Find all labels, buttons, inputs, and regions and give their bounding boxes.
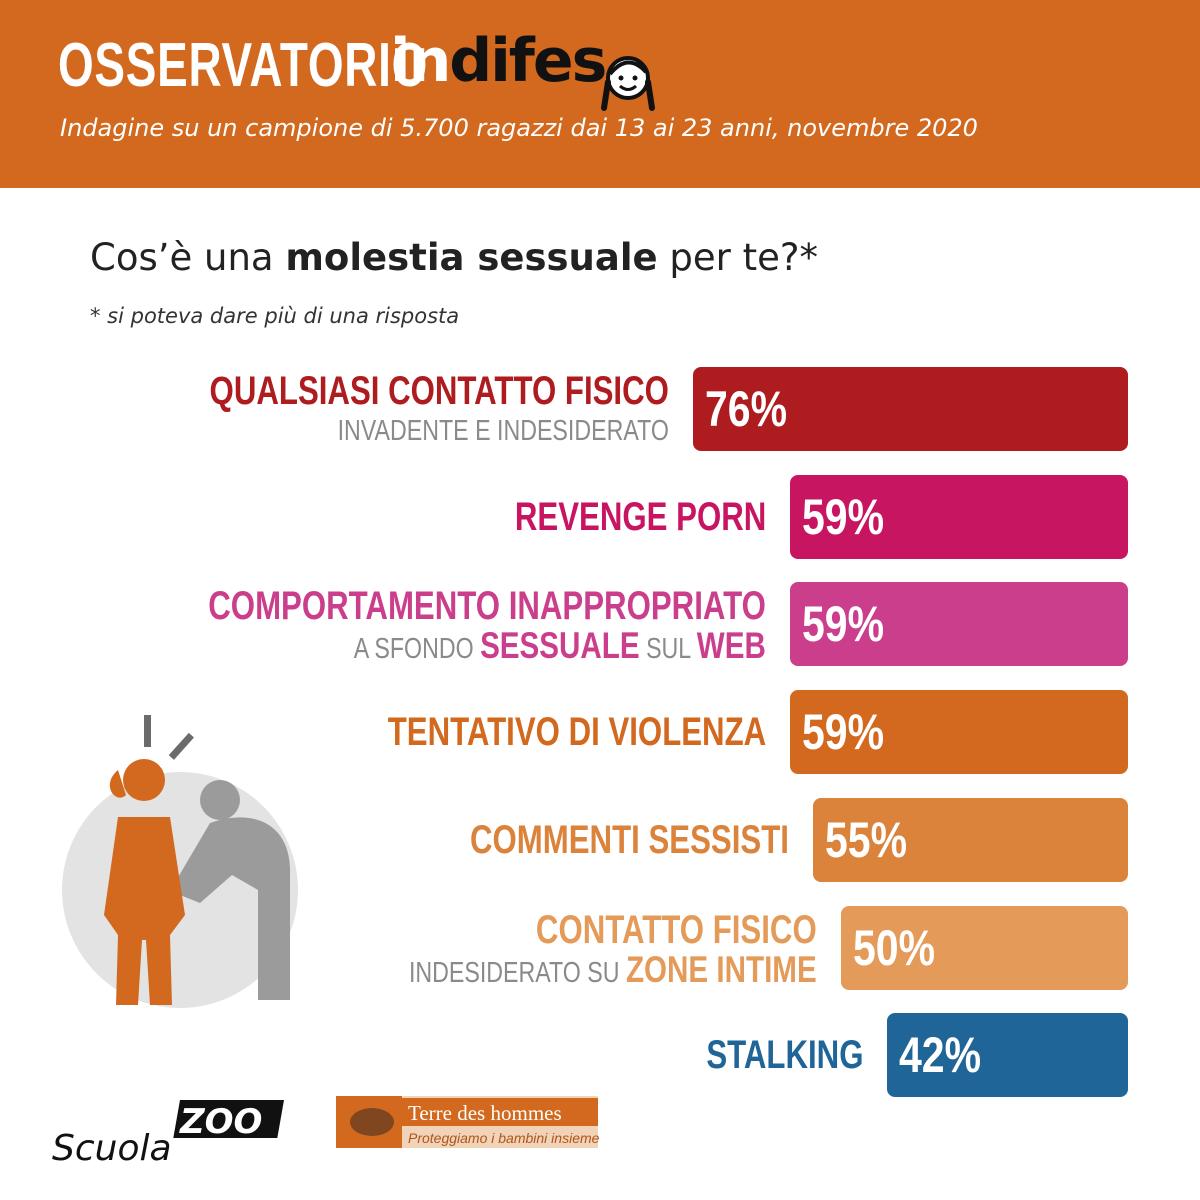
- bar-category-label: TENTATIVO DI VIOLENZA: [281, 710, 766, 754]
- header-band: OSSERVATORIO indifes Indagine su un camp…: [0, 0, 1200, 188]
- footnote: * si poteva dare più di una risposta: [90, 304, 460, 328]
- chart-bar: 42%: [887, 1013, 1128, 1097]
- bar-value-label: 50%: [853, 920, 936, 976]
- category-title: REVENGE PORN: [514, 495, 766, 539]
- bar-category-label: CONTATTO FISICO INDESIDERATO SU ZONE INTI…: [307, 908, 817, 991]
- bar-value-label: 76%: [705, 381, 788, 437]
- category-title: QUALSIASI CONTATTO FISICO: [209, 369, 669, 413]
- category-title: STALKING: [705, 1033, 863, 1077]
- harassment-illustration: [62, 715, 298, 1008]
- scuolazoo-logo: Scuola ZOO: [52, 1100, 284, 1169]
- category-subtitle: A SFONDO SESSUALE SUL WEB: [194, 625, 766, 667]
- category-title: COMMENTI SESSISTI: [470, 818, 789, 862]
- bar-value-label: 59%: [802, 489, 885, 545]
- category-subtitle-text: SUL: [639, 633, 697, 665]
- question-bold: molestia sessuale: [285, 236, 658, 279]
- bar-value-label: 59%: [802, 704, 885, 760]
- chart-bar: 59%: [790, 690, 1128, 774]
- bar-category-label: COMMENTI SESSISTI: [380, 818, 789, 862]
- chart-bar: 59%: [790, 582, 1128, 666]
- bar-value-label: 55%: [825, 812, 908, 868]
- brand-in: in: [390, 26, 451, 96]
- question-suffix: per te?*: [657, 236, 819, 279]
- category-subtitle-emphasis: SESSUALE: [480, 625, 640, 666]
- category-subtitle-emphasis: ZONE INTIME: [626, 949, 817, 990]
- brand-difes: difes: [449, 26, 607, 96]
- girl-face-icon: [601, 56, 655, 111]
- zoo-text: ZOO: [179, 1102, 262, 1142]
- bar-value-label: 59%: [802, 596, 885, 652]
- category-subtitle-text: A SFONDO: [353, 633, 481, 665]
- question-prefix: Cos’è una: [90, 236, 286, 279]
- bar-category-label: REVENGE PORN: [444, 495, 766, 539]
- bar-value-label: 42%: [899, 1027, 982, 1083]
- tdh-tagline: Proteggiamo i bambini insieme: [408, 1130, 600, 1146]
- bar-category-label: QUALSIASI CONTATTO FISICO INVADENTE E IND…: [80, 369, 669, 449]
- category-title: COMPORTAMENTO INAPPROPRIATO: [208, 584, 766, 628]
- tdh-name: Terre des hommes: [408, 1101, 562, 1125]
- brand-logo: OSSERVATORIO indifes: [58, 26, 607, 101]
- chart-bar: 59%: [790, 475, 1128, 559]
- terre-des-hommes-logo: Terre des hommes Proteggiamo i bambini i…: [336, 1096, 600, 1148]
- category-subtitle-emphasis: WEB: [696, 625, 766, 666]
- scuola-text: Scuola: [52, 1128, 172, 1169]
- survey-subtitle: Indagine su un campione di 5.700 ragazzi…: [60, 114, 978, 142]
- chart-bar: 55%: [813, 798, 1128, 882]
- category-subtitle: INDESIDERATO SU ZONE INTIME: [409, 949, 817, 991]
- category-subtitle-text: INVADENTE E INDESIDERATO: [337, 415, 669, 447]
- bar-category-label: STALKING: [662, 1033, 863, 1077]
- category-title: CONTATTO FISICO: [536, 908, 817, 952]
- bar-category-label: COMPORTAMENTO INAPPROPRIATO A SFONDO SESS…: [51, 584, 766, 667]
- brand-indifesa: indifes: [390, 26, 607, 96]
- chart-bar: 76%: [693, 367, 1128, 451]
- category-subtitle: INVADENTE E INDESIDERATO: [198, 413, 669, 449]
- category-title: TENTATIVO DI VIOLENZA: [387, 710, 766, 754]
- question-title: Cos’è una molestia sessuale per te?*: [90, 236, 818, 279]
- category-subtitle-text: INDESIDERATO SU: [409, 957, 627, 989]
- chart-bar: 50%: [841, 906, 1128, 990]
- brand-osservatorio: OSSERVATORIO: [58, 31, 429, 100]
